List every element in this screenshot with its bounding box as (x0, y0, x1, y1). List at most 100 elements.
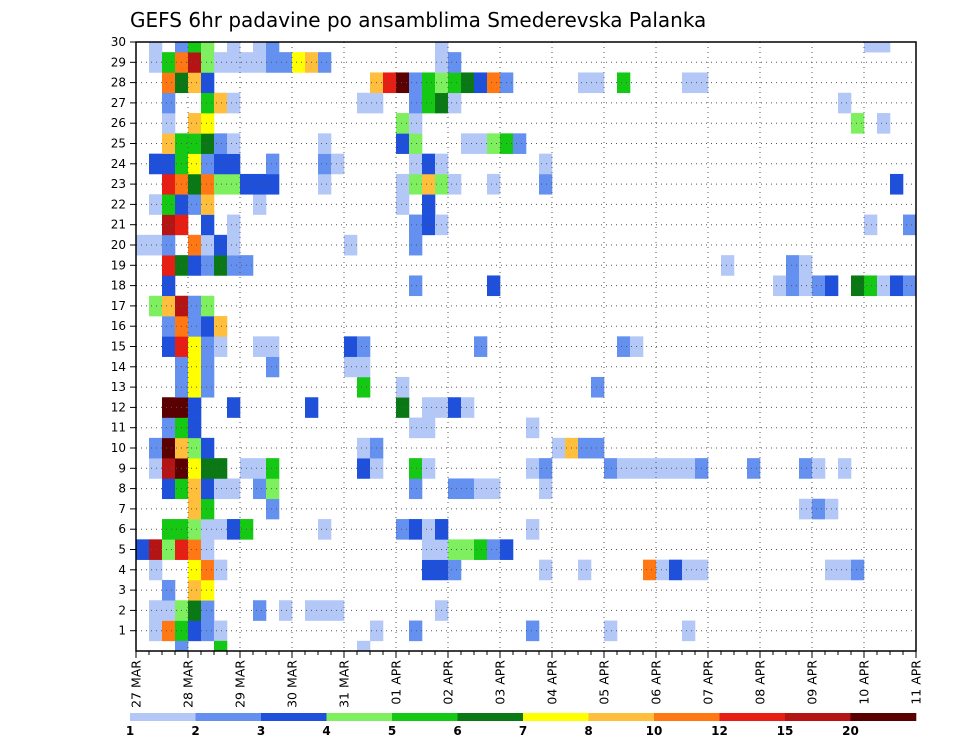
heatmap-cell (682, 620, 696, 642)
y-tick-label: 1 (118, 624, 126, 638)
y-tick-label: 9 (118, 461, 126, 475)
heatmap-cell (214, 153, 228, 175)
heatmap-cell (422, 194, 436, 215)
y-tick-label: 2 (118, 603, 126, 617)
heatmap-cell (344, 356, 358, 378)
heatmap-cell (422, 214, 436, 236)
heatmap-cell (539, 173, 553, 195)
heatmap-cell (201, 194, 215, 215)
heatmap-cell (279, 600, 293, 621)
heatmap-cell (838, 92, 852, 114)
colorbar: 1 2 3 4 5 6 7 8 10 12 15 20 (126, 713, 917, 738)
heatmap-cell (188, 153, 202, 175)
heatmap-cell (214, 478, 228, 500)
colorbar-swatch (850, 713, 917, 721)
heatmap-cell (149, 600, 163, 621)
heatmap-cell (188, 539, 202, 560)
x-tick-label: 05 APR (597, 660, 612, 705)
heatmap-cell (838, 458, 852, 479)
heatmap-cell (318, 52, 332, 73)
y-tick-label: 20 (111, 238, 126, 252)
heatmap-cell (162, 397, 176, 418)
heatmap-cell (162, 234, 176, 256)
heatmap-cell (227, 478, 241, 500)
heatmap-cell (201, 52, 215, 73)
heatmap-cell (487, 478, 501, 500)
colorbar-label: 10 (646, 724, 663, 738)
heatmap-cell (357, 92, 371, 114)
heatmap-cell (188, 52, 202, 73)
heatmap-cell (266, 173, 280, 195)
heatmap-cell (201, 579, 215, 601)
heatmap-cell (812, 275, 826, 297)
heatmap-cell (188, 173, 202, 195)
heatmap-cell (396, 194, 410, 215)
heatmap-cell (201, 458, 215, 479)
x-tick-label: 31 MAR (337, 660, 352, 708)
heatmap-cell (162, 194, 176, 215)
heatmap-cell (617, 72, 631, 94)
heatmap-cell (435, 42, 449, 53)
heatmap-cell (253, 600, 267, 621)
heatmap-cell (331, 153, 345, 175)
heatmap-cell (409, 417, 423, 439)
heatmap-cell (357, 458, 371, 479)
heatmap-cell (149, 153, 163, 175)
heatmap-cell (422, 72, 436, 94)
heatmap-cell (877, 275, 891, 297)
heatmap-cell (539, 458, 553, 479)
y-tick-label: 16 (111, 319, 126, 333)
heatmap-cell (474, 336, 488, 357)
heatmap-cell (396, 519, 410, 540)
heatmap-cell (799, 275, 813, 297)
heatmap-cell (201, 498, 215, 520)
colorbar-swatch (654, 713, 720, 721)
heatmap-cell (799, 458, 813, 479)
heatmap-cell (487, 275, 501, 297)
heatmap-cell (201, 620, 215, 642)
y-tick-label: 29 (111, 55, 126, 69)
heatmap-cell (409, 113, 423, 134)
colorbar-swatch (523, 713, 589, 721)
heatmap-cell (357, 376, 371, 398)
heatmap-cell (266, 42, 280, 53)
heatmap-cell (799, 498, 813, 520)
heatmap-cell (201, 133, 215, 154)
heatmap-cell (513, 133, 527, 154)
heatmap-cell (643, 458, 657, 479)
heatmap-cell (682, 458, 696, 479)
heatmap-cell (201, 153, 215, 175)
heatmap-cell (682, 72, 696, 94)
heatmap-cell (461, 539, 475, 560)
y-tick-label: 11 (111, 421, 126, 435)
heatmap-cell (474, 133, 488, 154)
y-tick-label: 19 (111, 258, 126, 272)
heatmap-cell (617, 336, 631, 357)
heatmap-cell (162, 600, 176, 621)
heatmap-cell (318, 153, 332, 175)
heatmap-cell (474, 539, 488, 560)
heatmap-cell (188, 255, 202, 276)
heatmap-cell (227, 255, 241, 276)
heatmap-cell (578, 72, 592, 94)
colorbar-label: 3 (257, 724, 265, 738)
heatmap-cell (396, 113, 410, 134)
heatmap-cell (422, 173, 436, 195)
heatmap-cell (188, 336, 202, 357)
heatmap-cell (448, 478, 462, 500)
y-tick-label: 14 (111, 360, 126, 374)
heatmap-cell (162, 255, 176, 276)
heatmap-cell (864, 42, 878, 53)
heatmap-cell (162, 275, 176, 297)
heatmap-cell (266, 356, 280, 378)
heatmap-cell (188, 376, 202, 398)
heatmap-cell (721, 255, 735, 276)
heatmap-cell (656, 559, 670, 581)
heatmap-cell (487, 173, 501, 195)
heatmap-cell (188, 437, 202, 459)
colorbar-label: 15 (777, 724, 794, 738)
colorbar-swatch (392, 713, 458, 721)
heatmap-cells (136, 42, 917, 652)
y-tick-label: 15 (111, 340, 126, 354)
heatmap-cell (578, 559, 592, 581)
